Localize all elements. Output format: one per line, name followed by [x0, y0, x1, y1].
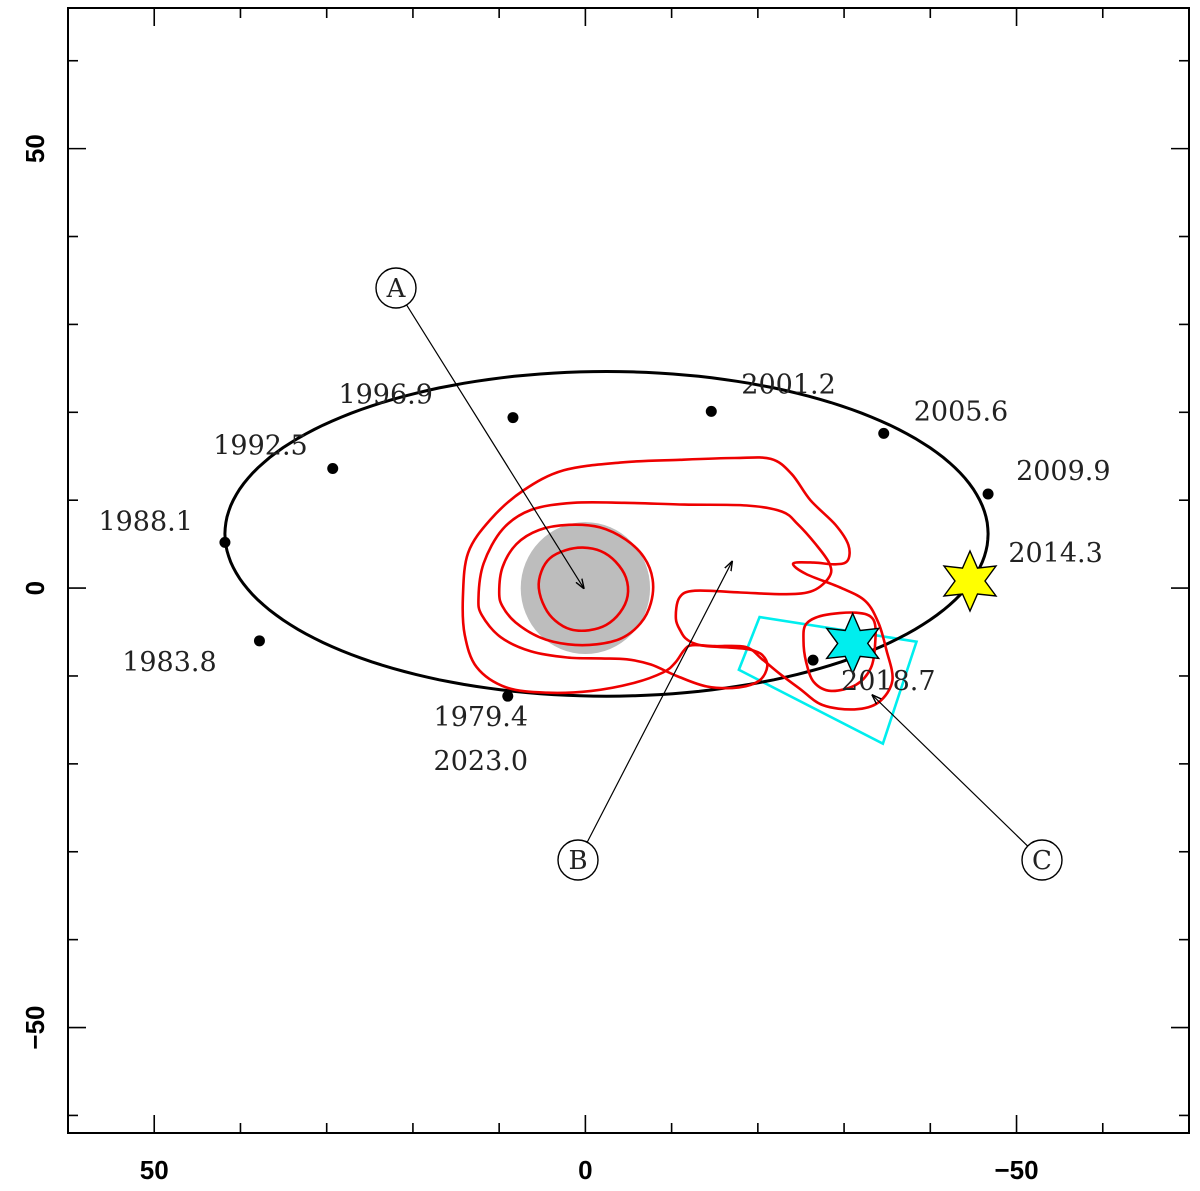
contour-line: [537, 546, 630, 633]
plot-area: [219, 369, 998, 746]
epoch-point: [507, 412, 519, 424]
epoch-label: 1992.5: [213, 431, 307, 462]
annotations: 1979.4 2023.0 1983.8 1988.1 1992.5 1996.9 2001…: [98, 267, 1111, 881]
y-tick-label: 0: [20, 581, 50, 595]
epoch-point: [705, 405, 717, 417]
yellow-star: [942, 549, 998, 613]
epoch-label: 2001.2: [741, 369, 835, 400]
x-tick-label: 50: [140, 1155, 169, 1185]
callout-arrow: [586, 562, 732, 843]
callout-arrow: [406, 304, 584, 588]
epoch-label: 2018.7: [841, 666, 935, 697]
epoch-point: [327, 463, 339, 475]
contour-line: [802, 611, 877, 693]
contour-line: [497, 523, 655, 647]
epoch-point: [982, 488, 994, 500]
epoch-point: [253, 635, 265, 647]
callout-arrow: [873, 695, 1029, 847]
epoch-label: 1983.8: [122, 647, 216, 678]
epoch-point: [502, 690, 514, 702]
callout-letter: B: [568, 846, 587, 876]
epoch-label: 2005.6: [914, 396, 1008, 427]
cyan-star: [825, 611, 881, 676]
y-tick-label: −50: [20, 1005, 50, 1049]
x-tick-label: 0: [578, 1155, 592, 1185]
epoch-label: 1988.1: [98, 506, 192, 537]
epoch-point: [219, 536, 231, 548]
axis-ticks: 50 0 −50 50 0 −50: [20, 8, 1190, 1185]
x-tick-label: −50: [994, 1155, 1038, 1185]
epoch-point: [807, 654, 819, 666]
plot-frame: [67, 7, 1190, 1134]
epoch-point: [878, 427, 890, 439]
epoch-label: 1996.9: [338, 380, 432, 411]
callout-letter: A: [386, 274, 407, 304]
y-tick-label: 50: [20, 134, 50, 163]
callout-circle: [1021, 839, 1063, 881]
callout-circle: [557, 839, 599, 881]
epoch-label: 2023.0: [434, 746, 528, 777]
epoch-label: 2014.3: [1008, 538, 1102, 569]
callout-letter: C: [1032, 846, 1052, 876]
contour-line: [461, 456, 894, 711]
callout-circle: [375, 267, 417, 309]
contour-line: [477, 500, 833, 690]
epoch-label: 1979.4: [434, 702, 528, 733]
epoch-label: 2009.9: [1016, 456, 1110, 487]
orbit-ellipse: [223, 369, 990, 698]
